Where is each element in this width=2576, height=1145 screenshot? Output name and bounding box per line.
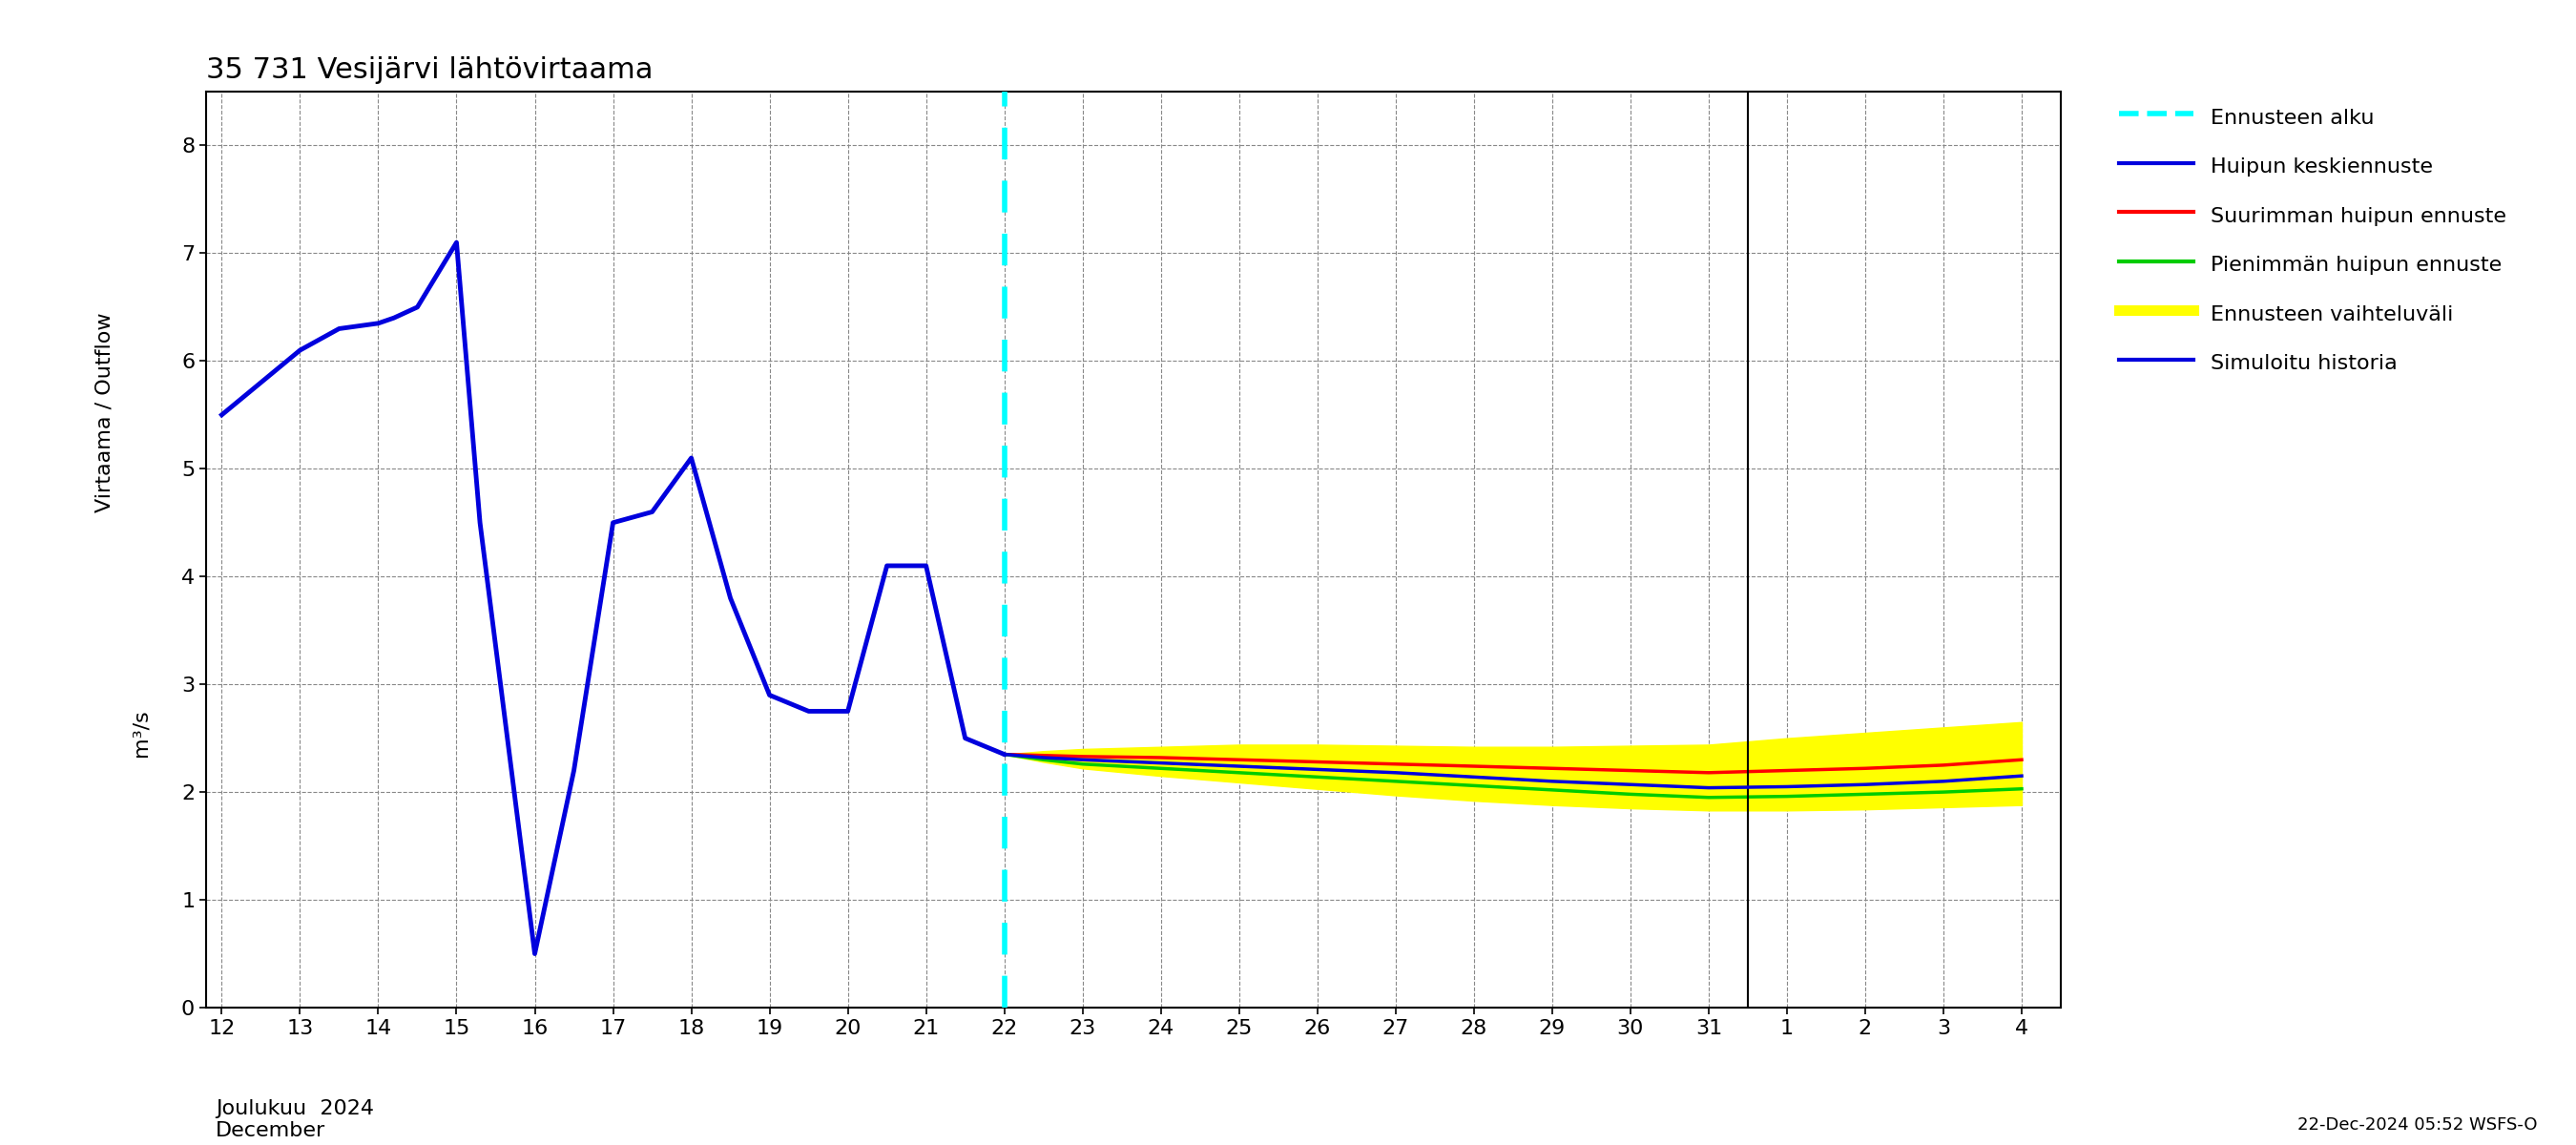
Text: 22-Dec-2024 05:52 WSFS-O: 22-Dec-2024 05:52 WSFS-O	[2298, 1116, 2537, 1134]
Text: Virtaama / Outflow: Virtaama / Outflow	[95, 313, 113, 512]
Text: m³/s: m³/s	[131, 709, 152, 757]
Text: Joulukuu  2024
December: Joulukuu 2024 December	[216, 1099, 374, 1140]
Legend: Ennusteen alku, Huipun keskiennuste, Suurimman huipun ennuste, Pienimmän huipun : Ennusteen alku, Huipun keskiennuste, Suu…	[2110, 93, 2517, 386]
Text: 35 731 Vesijärvi lähtövirtaama: 35 731 Vesijärvi lähtövirtaama	[206, 56, 654, 84]
